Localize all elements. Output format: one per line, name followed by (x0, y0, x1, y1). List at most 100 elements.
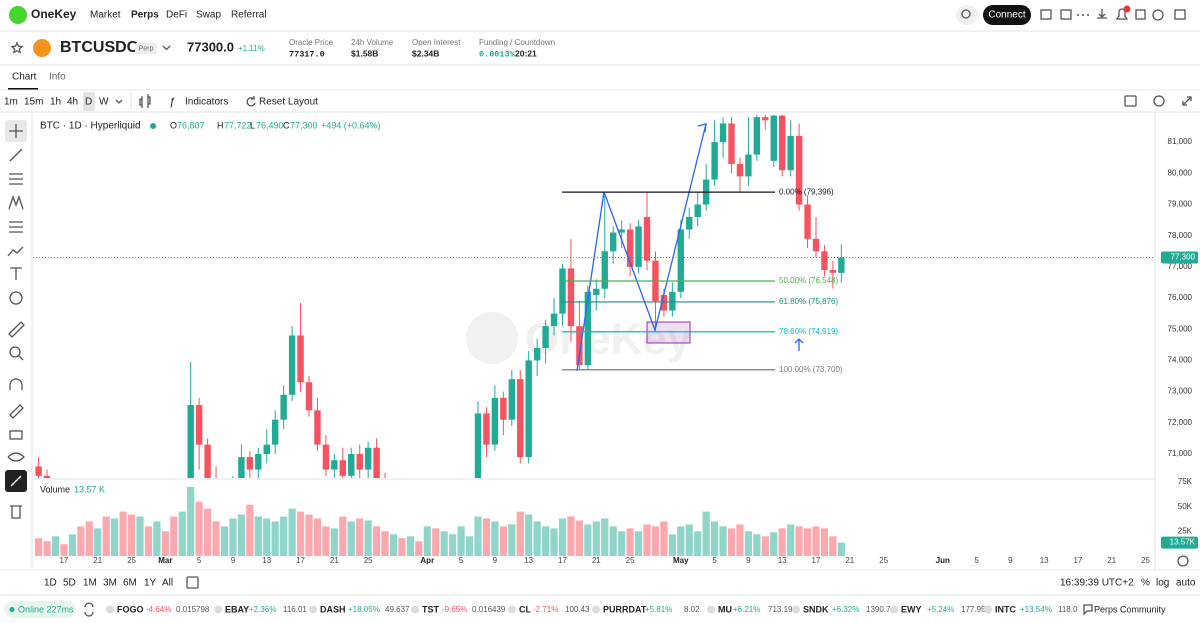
volume-bar (837, 542, 845, 556)
candle-body (567, 268, 575, 327)
x-tick-label: 13 (1040, 556, 1049, 565)
volume-bar (339, 516, 347, 556)
nav-link[interactable]: Perps (131, 10, 159, 21)
ticker-symbol[interactable]: CL (519, 604, 531, 614)
symbol-dropdown[interactable] (162, 45, 171, 51)
ticker-icon (890, 605, 898, 614)
ticker-symbol[interactable]: SNDK (803, 604, 829, 614)
date-range[interactable] (186, 576, 199, 589)
ticker-symbol[interactable]: EWY (901, 604, 922, 614)
candle-body (187, 405, 194, 478)
candle-body (525, 360, 532, 458)
ticker-change: +13.54% (1020, 605, 1052, 614)
ticker-symbol[interactable]: PURRDAT (603, 604, 647, 614)
ticker-symbol[interactable]: MU (718, 604, 732, 614)
scale-option[interactable]: auto (1176, 578, 1196, 589)
candle-body (483, 413, 490, 445)
watermark-logo (466, 312, 518, 364)
connect-button[interactable] (983, 5, 1031, 25)
nav-link[interactable]: DeFi (166, 10, 187, 21)
candle-body (736, 163, 744, 177)
ticker-price: 0.016439 (472, 605, 506, 614)
arrow-drawing[interactable] (794, 338, 804, 351)
volume-tick-label: 75K (1178, 477, 1193, 486)
volume-bar (271, 521, 279, 556)
ticker-symbol[interactable]: FOGO (117, 604, 144, 614)
x-tick-label: 17 (558, 556, 567, 565)
volume-bar (220, 526, 229, 556)
nav-link[interactable]: Referral (231, 10, 267, 21)
volume-bar (330, 528, 338, 556)
nav-link[interactable]: Swap (196, 10, 221, 21)
scale-option[interactable]: % (1141, 578, 1150, 589)
online-status: Online 227ms (18, 604, 74, 614)
interval[interactable]: 4h (67, 97, 78, 108)
funding-rate: 0.0013% (479, 49, 516, 59)
reset-icon[interactable] (246, 96, 256, 107)
range[interactable]: 1D (44, 578, 57, 589)
candle-body (829, 269, 837, 273)
countdown: 20:21 (515, 48, 537, 58)
nav-link[interactable]: Market (90, 10, 121, 21)
ticker-symbol[interactable]: TST (422, 604, 440, 614)
axis-settings[interactable] (1177, 555, 1189, 567)
logo[interactable] (9, 6, 27, 24)
volume-bar (398, 538, 406, 556)
favorite[interactable] (10, 41, 24, 54)
interval[interactable]: 1m (4, 97, 18, 108)
chart-type[interactable] (139, 94, 151, 108)
fib-label: 61.80% (75,876) (779, 297, 838, 306)
ticker-icon (411, 605, 419, 614)
search-icon (961, 9, 971, 19)
symbol[interactable]: BTCUSDC (60, 39, 139, 56)
scale-option[interactable]: log (1156, 578, 1169, 589)
tab[interactable]: Chart (12, 72, 37, 83)
range[interactable]: 1Y (144, 578, 157, 589)
legend-value: 76,490 (256, 120, 284, 130)
brand[interactable]: OneKey (31, 7, 77, 21)
range[interactable]: 3M (103, 578, 117, 589)
fullscreen-button[interactable] (1182, 96, 1192, 106)
tab[interactable]: Info (49, 72, 66, 83)
ticker-icon (792, 605, 800, 614)
header-icons[interactable] (1040, 5, 1186, 21)
interval[interactable]: D (85, 97, 92, 108)
interval-dropdown[interactable] (115, 99, 123, 104)
range[interactable]: 6M (123, 578, 137, 589)
community-link[interactable]: Perps Community (1094, 604, 1166, 614)
interval[interactable]: 1h (50, 97, 61, 108)
layout-button[interactable] (1124, 95, 1137, 107)
volume-bar (575, 520, 583, 556)
search-button[interactable] (956, 5, 978, 25)
range[interactable]: All (162, 578, 173, 589)
community-icon[interactable] (1083, 604, 1093, 616)
indicators[interactable]: Indicators (185, 97, 228, 108)
ticker-symbol[interactable]: EBAY (225, 604, 249, 614)
stat-label: Open Interest (412, 38, 461, 47)
candle-body (331, 460, 338, 470)
volume-bar (542, 526, 550, 556)
ticker-symbol[interactable]: DASH (320, 604, 346, 614)
refresh[interactable] (84, 602, 94, 617)
highlight-box[interactable] (646, 321, 691, 344)
volume-bar (415, 541, 423, 556)
connect-label[interactable]: Connect (988, 10, 1025, 21)
ticker-symbol[interactable]: INTC (995, 604, 1016, 614)
reset-layout[interactable]: Reset Layout (259, 97, 318, 108)
range[interactable]: 1M (83, 578, 97, 589)
settings-button[interactable] (1153, 95, 1165, 107)
indicators-icon[interactable]: ƒ (169, 96, 175, 108)
candle-body (804, 204, 811, 239)
ticker-price: 713.19 (768, 605, 793, 614)
volume-bar (533, 521, 541, 556)
volume-bar (153, 521, 161, 556)
drawing-tools[interactable] (5, 120, 27, 519)
volume-bar (432, 528, 440, 556)
interval[interactable]: W (99, 97, 109, 108)
volume-bar (499, 526, 507, 556)
ticker-change: +18.05% (348, 605, 380, 614)
range[interactable]: 5D (63, 578, 76, 589)
ticker-icon (508, 605, 516, 614)
volume-title: Volume (40, 484, 70, 494)
interval[interactable]: 15m (24, 97, 43, 108)
